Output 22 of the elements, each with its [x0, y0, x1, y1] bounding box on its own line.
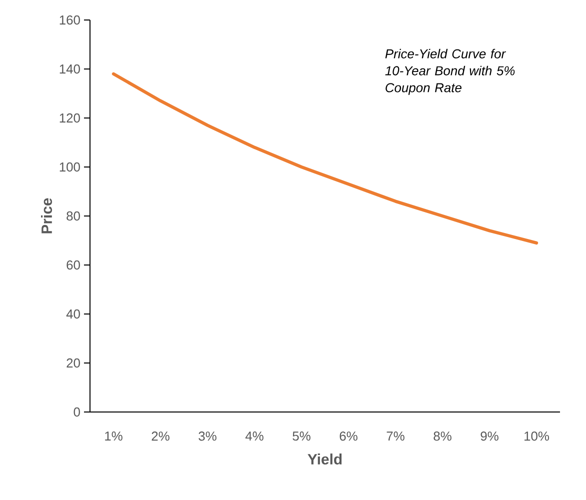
y-tick-label: 100	[60, 162, 80, 172]
x-tick-label: 4%	[245, 432, 264, 441]
x-tick-label: 7%	[386, 432, 404, 441]
x-tick-label: 6%	[340, 432, 358, 441]
y-tick-label: 20	[66, 358, 80, 368]
x-tick-label: 9%	[480, 432, 498, 441]
x-tick-label: 8%	[434, 432, 452, 441]
x-tick-label: 5%	[292, 432, 310, 441]
text: Price-Yield Curve for 10-Year Bond with 5% Coupon Rate	[385, 48, 515, 95]
x-tick-label: 3%	[198, 432, 216, 441]
y-tick-label: 140	[60, 64, 80, 74]
y-tick-label: 80	[66, 211, 80, 221]
y-tick-label: 60	[66, 260, 80, 270]
y-axis-title: Price	[41, 198, 52, 234]
y-tick-label: 160	[60, 15, 80, 25]
y-tick-label: 0	[74, 407, 80, 417]
x-tick-label: 1%	[105, 432, 122, 441]
x-axis-title: Yield	[308, 454, 342, 464]
y-tick-label: 40	[66, 309, 80, 319]
x-tick-label: 2%	[152, 432, 170, 441]
y-tick-label: 120	[60, 113, 80, 123]
x-tick-label: 10%	[524, 432, 549, 441]
